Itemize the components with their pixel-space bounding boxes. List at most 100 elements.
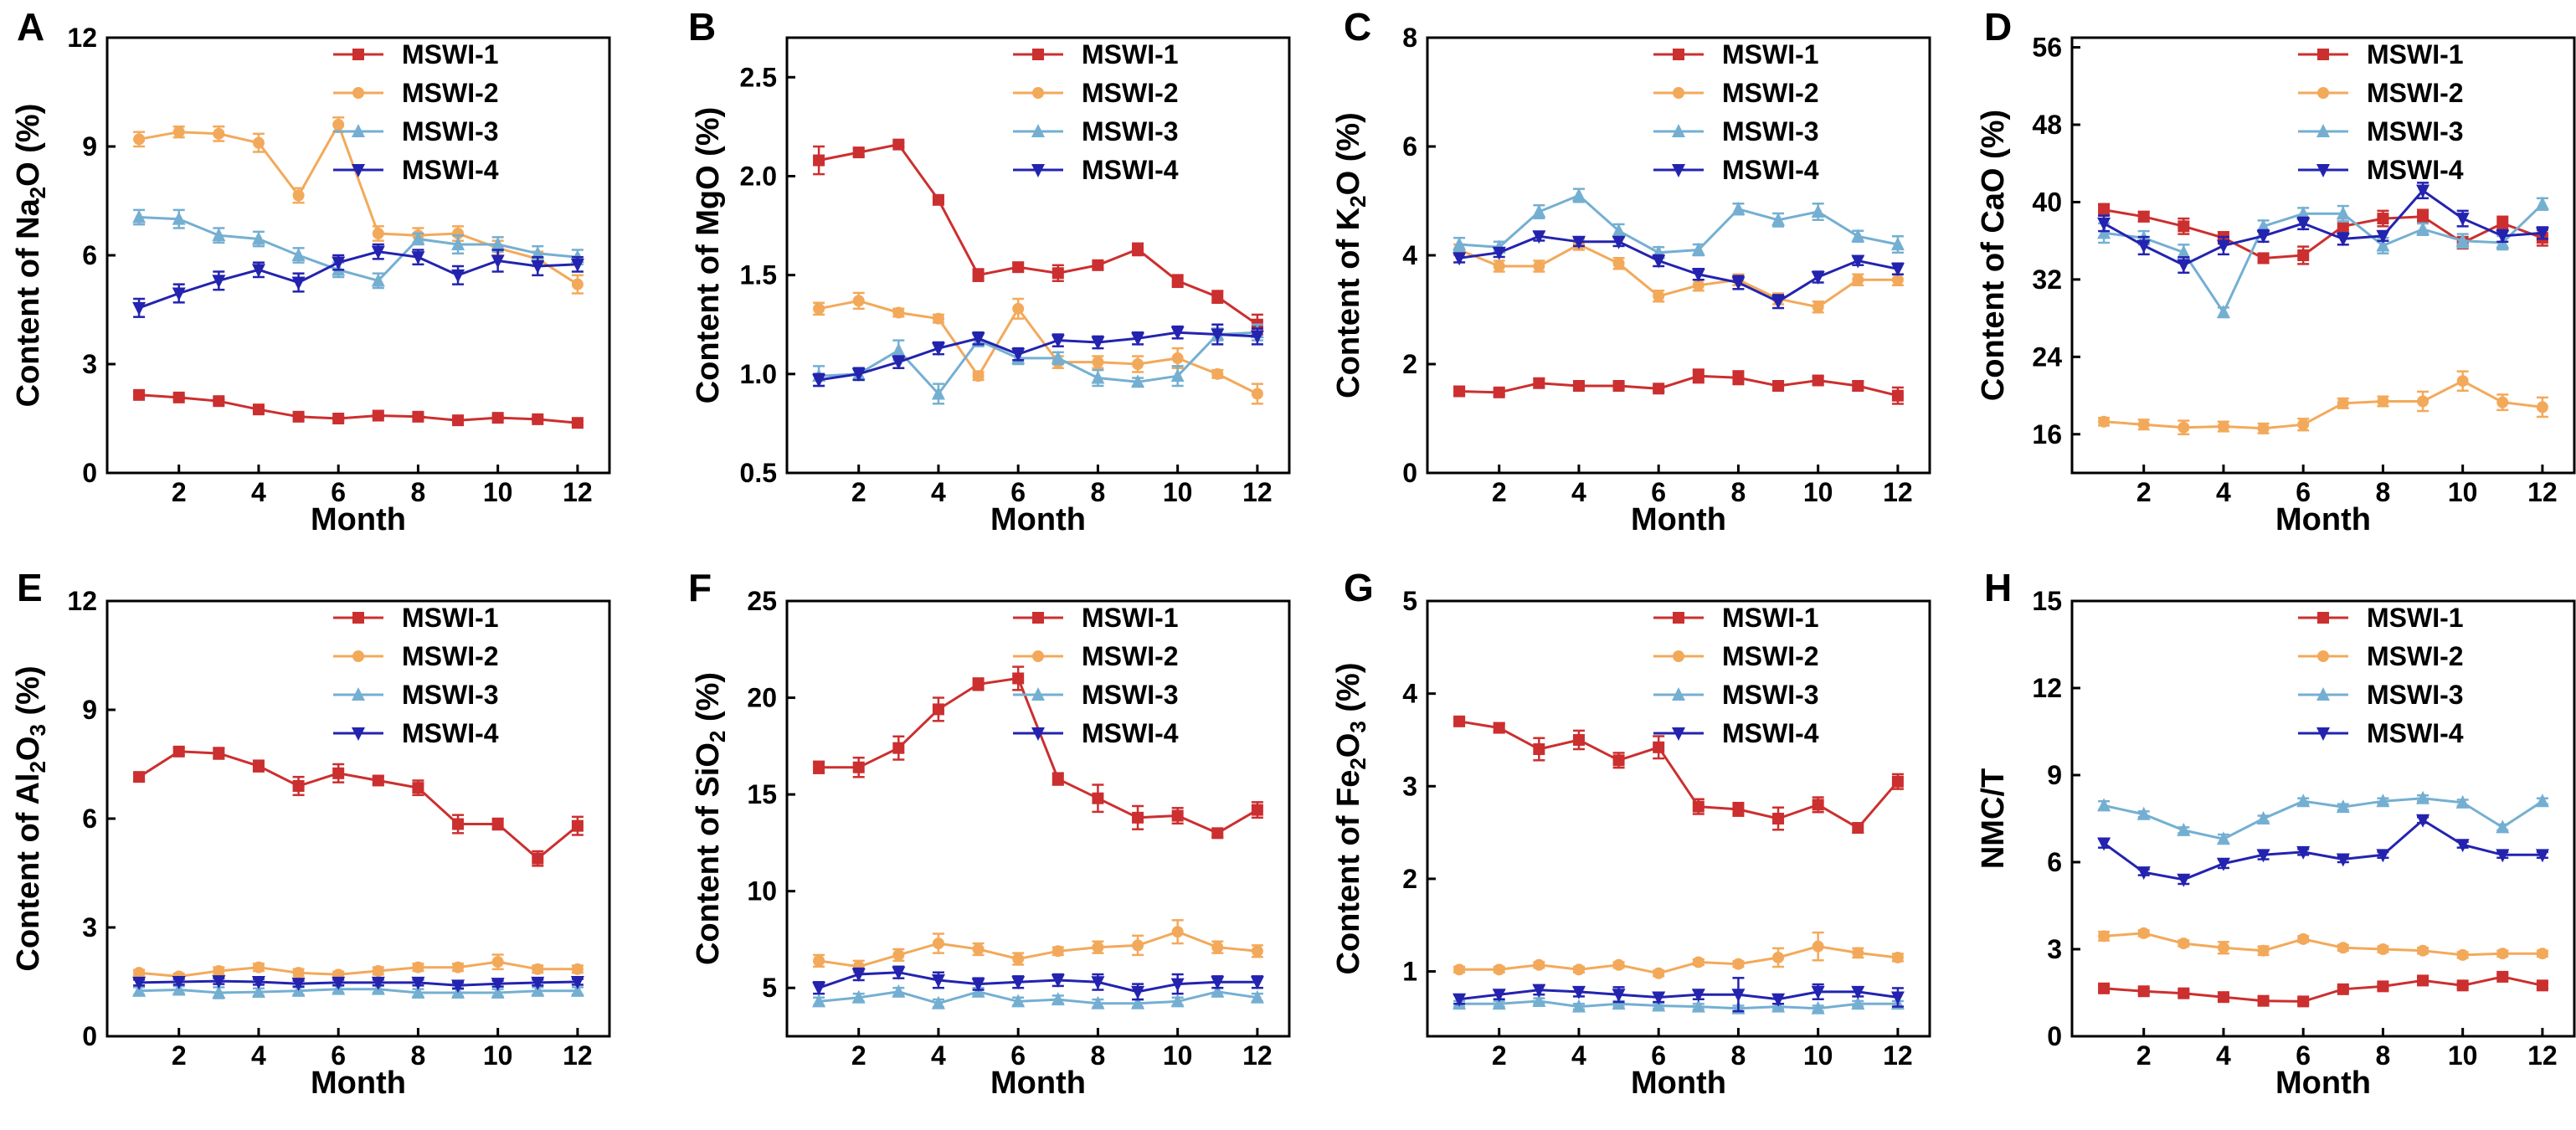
data-point bbox=[1091, 370, 1105, 384]
legend-marker bbox=[1673, 49, 1684, 60]
y-tick-label: 12 bbox=[67, 586, 97, 616]
data-point bbox=[1612, 380, 1625, 392]
data-point bbox=[291, 978, 306, 992]
data-point bbox=[172, 211, 186, 225]
series-MSWI-4 bbox=[132, 975, 584, 994]
legend-marker bbox=[1673, 87, 1684, 99]
x-tick-label: 8 bbox=[1731, 477, 1746, 507]
series-line bbox=[2103, 188, 2543, 267]
legend-label: MSWI-2 bbox=[402, 78, 499, 108]
series-MSWI-2 bbox=[2098, 927, 2548, 961]
data-point bbox=[1132, 243, 1144, 255]
data-point bbox=[2177, 244, 2191, 259]
legend-entry: MSWI-4 bbox=[333, 155, 499, 185]
legend-entry: MSWI-4 bbox=[2298, 155, 2464, 185]
y-tick-label: 0 bbox=[1402, 458, 1417, 488]
y-tick-label: 0 bbox=[2047, 1021, 2062, 1051]
legend-entry: MSWI-3 bbox=[1653, 116, 1819, 146]
data-point bbox=[2177, 873, 2191, 887]
series-MSWI-4 bbox=[1453, 977, 1905, 1013]
data-point bbox=[1732, 958, 1745, 970]
data-point bbox=[570, 983, 584, 997]
legend-entry: MSWI-4 bbox=[1653, 718, 1819, 748]
data-point bbox=[133, 388, 146, 401]
x-tick-label: 2 bbox=[1492, 477, 1507, 507]
data-point bbox=[252, 760, 265, 773]
y-axis-label: Content of Al2O3 (%) bbox=[11, 665, 50, 971]
data-point bbox=[1572, 733, 1585, 746]
y-tick-label: 3 bbox=[82, 349, 97, 379]
data-point bbox=[1453, 715, 1466, 727]
data-point bbox=[212, 985, 226, 999]
data-point bbox=[2257, 252, 2270, 265]
data-point bbox=[1493, 722, 1505, 734]
y-tick-label: 32 bbox=[2032, 265, 2062, 295]
data-point bbox=[2217, 420, 2229, 433]
data-point bbox=[2098, 982, 2111, 994]
data-point bbox=[2337, 983, 2349, 995]
data-point bbox=[812, 994, 826, 1008]
data-point bbox=[1692, 279, 1704, 291]
data-point bbox=[1211, 827, 1224, 840]
legend-entry: MSWI-2 bbox=[2298, 78, 2464, 108]
x-tick-label: 4 bbox=[1571, 1040, 1586, 1071]
data-point bbox=[932, 703, 944, 716]
y-tick-label: 4 bbox=[1402, 679, 1417, 709]
x-tick-label: 4 bbox=[2216, 1040, 2231, 1071]
legend-entry: MSWI-4 bbox=[1013, 718, 1179, 748]
data-point bbox=[213, 747, 225, 759]
y-tick-label: 1 bbox=[1402, 957, 1417, 987]
y-tick-label: 9 bbox=[82, 695, 97, 725]
x-tick-label: 6 bbox=[331, 1040, 346, 1071]
data-point bbox=[2535, 794, 2549, 808]
data-point bbox=[1092, 792, 1104, 804]
data-point bbox=[411, 231, 425, 245]
data-point bbox=[1691, 268, 1705, 282]
x-axis-label: Month bbox=[1631, 502, 1726, 537]
data-point bbox=[1051, 773, 1064, 785]
data-point bbox=[2535, 849, 2549, 863]
data-point bbox=[451, 237, 465, 250]
data-point bbox=[1571, 999, 1586, 1013]
data-point bbox=[1612, 223, 1626, 237]
x-tick-label: 6 bbox=[1651, 477, 1666, 507]
data-point bbox=[931, 995, 945, 1009]
y-tick-label: 8 bbox=[1402, 23, 1417, 53]
legend-label: MSWI-1 bbox=[1082, 603, 1179, 633]
data-point bbox=[1653, 967, 1665, 979]
data-point bbox=[1091, 336, 1105, 350]
series-line bbox=[2103, 208, 2543, 260]
data-point bbox=[1092, 941, 1104, 953]
data-point bbox=[1453, 385, 1466, 398]
series-MSWI-4 bbox=[1453, 230, 1905, 310]
data-point bbox=[332, 256, 346, 270]
series-MSWI-2 bbox=[133, 953, 584, 983]
data-point bbox=[2455, 233, 2470, 247]
series-line bbox=[139, 393, 578, 424]
data-point bbox=[2217, 991, 2229, 1004]
legend-label: MSWI-2 bbox=[2367, 641, 2464, 671]
data-point bbox=[1171, 926, 1184, 938]
data-point bbox=[133, 771, 146, 783]
data-point bbox=[570, 976, 584, 989]
data-point bbox=[2376, 794, 2390, 808]
x-tick-label: 10 bbox=[2448, 477, 2478, 507]
panel-letter: F bbox=[688, 566, 712, 609]
data-point bbox=[1772, 951, 1785, 963]
data-point bbox=[2296, 794, 2311, 808]
data-point bbox=[1012, 953, 1025, 965]
x-tick-label: 2 bbox=[172, 1040, 187, 1071]
data-point bbox=[1612, 257, 1625, 270]
data-point bbox=[1811, 985, 1825, 999]
data-point bbox=[1051, 334, 1065, 348]
data-point bbox=[892, 966, 906, 980]
legend-entry: MSWI-1 bbox=[1653, 39, 1819, 69]
data-point bbox=[1131, 374, 1145, 388]
y-axis-label: NMC/T bbox=[1976, 768, 2011, 869]
x-tick-label: 12 bbox=[563, 1040, 593, 1071]
data-point bbox=[2496, 948, 2509, 960]
data-point bbox=[332, 767, 345, 779]
data-point bbox=[1692, 800, 1704, 813]
series-line bbox=[138, 960, 578, 978]
data-point bbox=[972, 678, 985, 691]
